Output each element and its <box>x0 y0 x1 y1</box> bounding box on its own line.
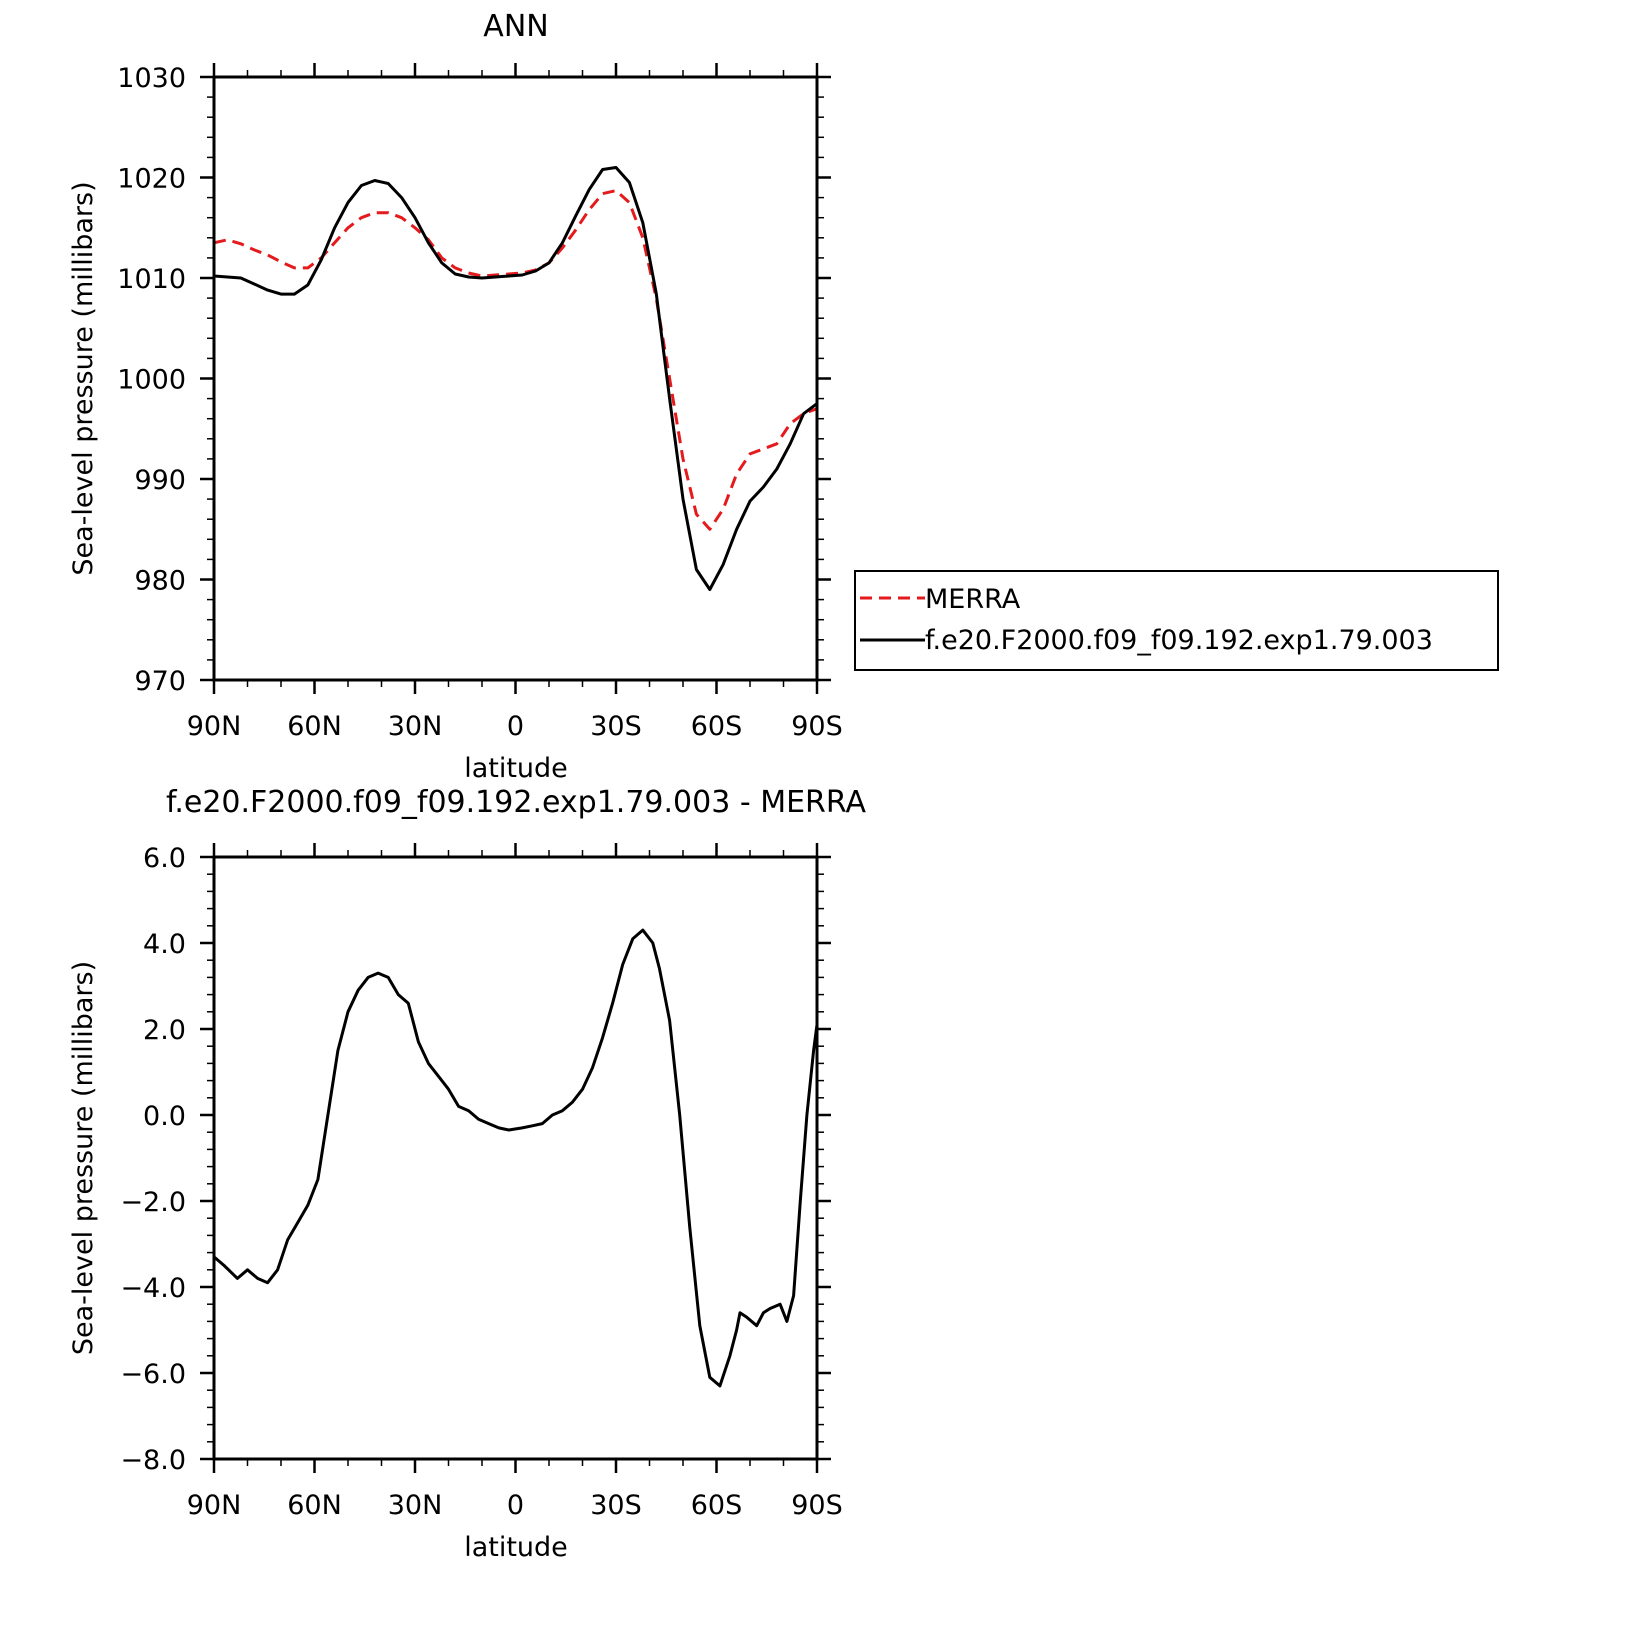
y-tick-label: 1020 <box>117 164 186 195</box>
y-tick-label: 4.0 <box>143 929 186 960</box>
y-tick-label: −8.0 <box>120 1445 186 1476</box>
x-tick-label: 0 <box>507 1490 524 1521</box>
x-tick-label: 90S <box>791 711 843 742</box>
y-tick-label: 980 <box>134 566 186 597</box>
chart-title: f.e20.F2000.f09_f09.192.exp1.79.003 - ME… <box>166 785 867 820</box>
y-tick-label: 2.0 <box>143 1015 186 1046</box>
x-tick-label: 30N <box>388 711 443 742</box>
y-tick-label: −2.0 <box>120 1187 186 1218</box>
y-tick-label: 6.0 <box>143 843 186 874</box>
legend: MERRA f.e20.F2000.f09_f09.192.exp1.79.00… <box>854 570 1499 671</box>
legend-label-model: f.e20.F2000.f09_f09.192.exp1.79.003 <box>925 625 1433 656</box>
x-tick-label: 0 <box>507 711 524 742</box>
y-tick-label: 0.0 <box>143 1101 186 1132</box>
x-axis-label: latitude <box>464 753 568 784</box>
y-tick-label: 1010 <box>117 264 186 295</box>
x-tick-label: 60S <box>691 711 743 742</box>
x-tick-label: 90S <box>791 1490 843 1521</box>
plot-frame <box>212 855 819 1461</box>
x-axis-label: latitude <box>464 1532 568 1563</box>
data-lines <box>213 166 818 591</box>
difference-series-line <box>213 928 819 1388</box>
axis-ticks <box>200 843 831 1473</box>
y-tick-label: 1030 <box>117 63 186 94</box>
legend-box <box>854 570 1499 671</box>
plot-frame <box>212 75 819 682</box>
chart-top-panel: ANN Sea-level pressure (millibars) latit… <box>68 9 843 784</box>
y-tick-label: 970 <box>134 666 186 697</box>
y-axis-label: Sea-level pressure (millibars) <box>68 961 99 1355</box>
merra-series-line <box>213 189 818 531</box>
x-tick-label: 30N <box>388 1490 443 1521</box>
x-tick-label: 30S <box>590 1490 642 1521</box>
y-tick-label: 1000 <box>117 365 186 396</box>
x-tick-label: 30S <box>590 711 642 742</box>
x-tick-label: 90N <box>187 711 242 742</box>
y-axis-label: Sea-level pressure (millibars) <box>68 181 99 575</box>
y-tick-label: 990 <box>134 465 186 496</box>
axis-ticks <box>200 63 831 694</box>
chart-title: ANN <box>483 9 548 44</box>
x-tick-label: 90N <box>187 1490 242 1521</box>
x-tick-label: 60N <box>287 711 342 742</box>
y-tick-label: −4.0 <box>120 1273 186 1304</box>
legend-label-merra: MERRA <box>925 584 1021 615</box>
y-tick-label: −6.0 <box>120 1359 186 1390</box>
x-tick-label: 60S <box>691 1490 743 1521</box>
model-series-line <box>213 166 818 591</box>
x-tick-label: 60N <box>287 1490 342 1521</box>
data-lines <box>213 928 819 1388</box>
chart-bottom-panel: f.e20.F2000.f09_f09.192.exp1.79.003 - ME… <box>68 785 867 1563</box>
